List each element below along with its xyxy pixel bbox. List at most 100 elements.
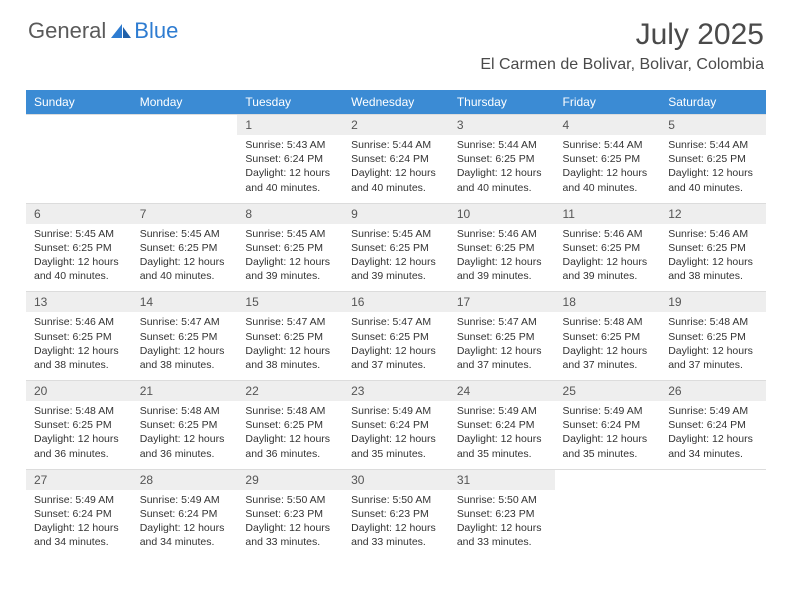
day-cell: Sunrise: 5:47 AMSunset: 6:25 PMDaylight:… xyxy=(237,312,343,380)
sunset-text: Sunset: 6:24 PM xyxy=(351,152,441,166)
daylight-text: Daylight: 12 hours and 37 minutes. xyxy=(351,344,441,372)
daylight-text: Daylight: 12 hours and 40 minutes. xyxy=(245,166,335,194)
daylight-text: Daylight: 12 hours and 39 minutes. xyxy=(351,255,441,283)
day-number: 13 xyxy=(26,292,132,313)
month-title: July 2025 xyxy=(480,18,764,52)
day-cell: Sunrise: 5:44 AMSunset: 6:25 PMDaylight:… xyxy=(660,135,766,203)
day-cell xyxy=(26,135,132,203)
sunrise-text: Sunrise: 5:44 AM xyxy=(457,138,547,152)
daylight-text: Daylight: 12 hours and 40 minutes. xyxy=(351,166,441,194)
detail-row: Sunrise: 5:45 AMSunset: 6:25 PMDaylight:… xyxy=(26,224,766,292)
sunset-text: Sunset: 6:25 PM xyxy=(563,241,653,255)
sunrise-text: Sunrise: 5:47 AM xyxy=(245,315,335,329)
day-cell: Sunrise: 5:49 AMSunset: 6:24 PMDaylight:… xyxy=(555,401,661,469)
sunrise-text: Sunrise: 5:49 AM xyxy=(457,404,547,418)
day-number: 8 xyxy=(237,203,343,224)
day-number: 31 xyxy=(449,469,555,490)
daylight-text: Daylight: 12 hours and 38 minutes. xyxy=(668,255,758,283)
day-number: 26 xyxy=(660,381,766,402)
page-header: General Blue July 2025 El Carmen de Boli… xyxy=(0,0,792,80)
daylight-text: Daylight: 12 hours and 40 minutes. xyxy=(563,166,653,194)
daylight-text: Daylight: 12 hours and 37 minutes. xyxy=(457,344,547,372)
sunrise-text: Sunrise: 5:46 AM xyxy=(668,227,758,241)
sunrise-text: Sunrise: 5:50 AM xyxy=(351,493,441,507)
daynum-row: 6789101112 xyxy=(26,203,766,224)
day-cell: Sunrise: 5:45 AMSunset: 6:25 PMDaylight:… xyxy=(132,224,238,292)
day-cell: Sunrise: 5:46 AMSunset: 6:25 PMDaylight:… xyxy=(660,224,766,292)
day-number: 30 xyxy=(343,469,449,490)
day-number: 9 xyxy=(343,203,449,224)
day-cell: Sunrise: 5:49 AMSunset: 6:24 PMDaylight:… xyxy=(26,490,132,558)
day-cell: Sunrise: 5:46 AMSunset: 6:25 PMDaylight:… xyxy=(555,224,661,292)
sunrise-text: Sunrise: 5:45 AM xyxy=(351,227,441,241)
daynum-row: 13141516171819 xyxy=(26,292,766,313)
dayhead-mon: Monday xyxy=(132,90,238,115)
sunset-text: Sunset: 6:24 PM xyxy=(668,418,758,432)
dayhead-thu: Thursday xyxy=(449,90,555,115)
sunset-text: Sunset: 6:25 PM xyxy=(668,330,758,344)
day-cell: Sunrise: 5:49 AMSunset: 6:24 PMDaylight:… xyxy=(449,401,555,469)
day-cell xyxy=(132,135,238,203)
sunset-text: Sunset: 6:24 PM xyxy=(34,507,124,521)
daylight-text: Daylight: 12 hours and 35 minutes. xyxy=(351,432,441,460)
day-number xyxy=(26,115,132,136)
sunrise-text: Sunrise: 5:45 AM xyxy=(34,227,124,241)
sunrise-text: Sunrise: 5:48 AM xyxy=(34,404,124,418)
sunrise-text: Sunrise: 5:46 AM xyxy=(563,227,653,241)
calendar-table: Sunday Monday Tuesday Wednesday Thursday… xyxy=(26,90,766,557)
day-cell xyxy=(555,490,661,558)
sunrise-text: Sunrise: 5:44 AM xyxy=(563,138,653,152)
day-number: 10 xyxy=(449,203,555,224)
day-cell: Sunrise: 5:50 AMSunset: 6:23 PMDaylight:… xyxy=(343,490,449,558)
day-number: 29 xyxy=(237,469,343,490)
sunset-text: Sunset: 6:23 PM xyxy=(457,507,547,521)
daylight-text: Daylight: 12 hours and 38 minutes. xyxy=(140,344,230,372)
location-subtitle: El Carmen de Bolivar, Bolivar, Colombia xyxy=(480,56,764,74)
detail-row: Sunrise: 5:46 AMSunset: 6:25 PMDaylight:… xyxy=(26,312,766,380)
sunset-text: Sunset: 6:25 PM xyxy=(457,241,547,255)
day-number: 22 xyxy=(237,381,343,402)
detail-row: Sunrise: 5:49 AMSunset: 6:24 PMDaylight:… xyxy=(26,490,766,558)
daynum-row: 2728293031 xyxy=(26,469,766,490)
daylight-text: Daylight: 12 hours and 33 minutes. xyxy=(351,521,441,549)
day-cell: Sunrise: 5:50 AMSunset: 6:23 PMDaylight:… xyxy=(449,490,555,558)
daylight-text: Daylight: 12 hours and 36 minutes. xyxy=(34,432,124,460)
day-number: 27 xyxy=(26,469,132,490)
day-cell: Sunrise: 5:50 AMSunset: 6:23 PMDaylight:… xyxy=(237,490,343,558)
brand-general: General xyxy=(28,18,106,44)
day-number: 5 xyxy=(660,115,766,136)
day-cell: Sunrise: 5:47 AMSunset: 6:25 PMDaylight:… xyxy=(449,312,555,380)
day-number: 7 xyxy=(132,203,238,224)
day-cell: Sunrise: 5:47 AMSunset: 6:25 PMDaylight:… xyxy=(343,312,449,380)
sunset-text: Sunset: 6:25 PM xyxy=(140,241,230,255)
sunset-text: Sunset: 6:25 PM xyxy=(668,152,758,166)
day-cell xyxy=(660,490,766,558)
day-number: 3 xyxy=(449,115,555,136)
sunrise-text: Sunrise: 5:47 AM xyxy=(351,315,441,329)
day-number: 18 xyxy=(555,292,661,313)
daylight-text: Daylight: 12 hours and 39 minutes. xyxy=(457,255,547,283)
daylight-text: Daylight: 12 hours and 40 minutes. xyxy=(34,255,124,283)
day-number: 6 xyxy=(26,203,132,224)
day-number: 12 xyxy=(660,203,766,224)
sunset-text: Sunset: 6:25 PM xyxy=(668,241,758,255)
day-cell: Sunrise: 5:44 AMSunset: 6:25 PMDaylight:… xyxy=(555,135,661,203)
sunset-text: Sunset: 6:24 PM xyxy=(140,507,230,521)
day-number: 20 xyxy=(26,381,132,402)
sunset-text: Sunset: 6:25 PM xyxy=(140,418,230,432)
daynum-row: 20212223242526 xyxy=(26,381,766,402)
day-cell: Sunrise: 5:49 AMSunset: 6:24 PMDaylight:… xyxy=(660,401,766,469)
daylight-text: Daylight: 12 hours and 38 minutes. xyxy=(245,344,335,372)
day-cell: Sunrise: 5:48 AMSunset: 6:25 PMDaylight:… xyxy=(660,312,766,380)
daylight-text: Daylight: 12 hours and 37 minutes. xyxy=(668,344,758,372)
daylight-text: Daylight: 12 hours and 36 minutes. xyxy=(245,432,335,460)
sunrise-text: Sunrise: 5:50 AM xyxy=(245,493,335,507)
sunrise-text: Sunrise: 5:43 AM xyxy=(245,138,335,152)
day-cell: Sunrise: 5:45 AMSunset: 6:25 PMDaylight:… xyxy=(343,224,449,292)
day-cell: Sunrise: 5:43 AMSunset: 6:24 PMDaylight:… xyxy=(237,135,343,203)
day-number xyxy=(132,115,238,136)
daylight-text: Daylight: 12 hours and 35 minutes. xyxy=(563,432,653,460)
sunrise-text: Sunrise: 5:47 AM xyxy=(457,315,547,329)
sunset-text: Sunset: 6:24 PM xyxy=(563,418,653,432)
sunset-text: Sunset: 6:25 PM xyxy=(351,241,441,255)
